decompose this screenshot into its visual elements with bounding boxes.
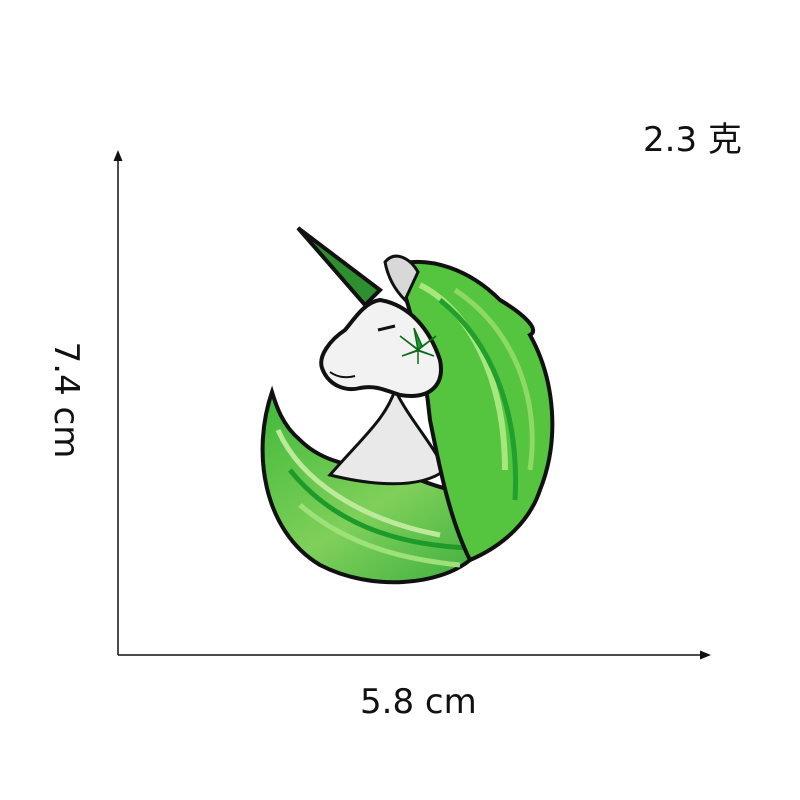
unicorn-ear	[383, 254, 420, 303]
unicorn-horn	[296, 226, 384, 308]
weight-label: 2.3 克	[643, 120, 742, 160]
width-arrow-icon	[700, 650, 711, 660]
unicorn-head	[319, 297, 443, 398]
height-arrow-icon	[113, 150, 123, 161]
width-label: 5.8 cm	[360, 682, 477, 722]
unicorn-patch-image	[260, 226, 555, 585]
leaf-icon	[399, 327, 437, 364]
unicorn-neck	[327, 386, 447, 486]
height-label: 7.4 cm	[46, 341, 86, 459]
